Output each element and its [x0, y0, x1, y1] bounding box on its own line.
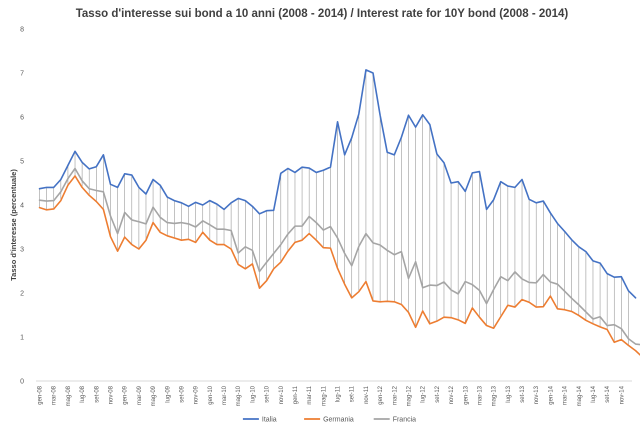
x-tick-label: nov-14: [619, 385, 625, 404]
x-tick-label: nov-09: [194, 385, 200, 404]
y-tick-label: 6: [20, 115, 24, 122]
series-line-francia: [38, 167, 640, 346]
x-tick-label: mag-12: [407, 385, 413, 406]
series-line-germania: [38, 175, 640, 356]
x-tick-label: lug-13: [506, 385, 512, 402]
x-tick-label: nov-08: [109, 385, 115, 404]
x-tick-label: lug-12: [421, 385, 427, 402]
x-tick-label: lug-10: [250, 385, 256, 402]
x-tick-label: gen-11: [293, 385, 299, 404]
x-tick-label: gen-14: [548, 385, 554, 404]
y-tick-label: 2: [20, 291, 24, 298]
legend-label-francia: Francia: [393, 417, 416, 424]
x-tick-label: mag-11: [321, 385, 327, 406]
x-tick-label: nov-12: [449, 385, 455, 404]
x-tick-label: gen-09: [123, 385, 129, 404]
x-tick-label: mag-13: [492, 385, 498, 406]
hi-lo-lines: [39, 69, 629, 346]
x-tick-label: set-10: [265, 385, 271, 402]
x-tick-label: mag-14: [577, 385, 583, 406]
y-tick-label: 5: [20, 159, 24, 166]
x-tick-label: set-13: [520, 385, 526, 402]
x-tick-label: mar-13: [477, 385, 483, 405]
x-tick-label: nov-10: [279, 385, 285, 404]
x-tick-label: set-14: [605, 385, 611, 402]
x-tick-label: gen-12: [378, 385, 384, 404]
x-tick-label: lug-09: [165, 385, 171, 402]
y-tick-label: 8: [20, 27, 24, 34]
y-tick-label: 7: [20, 71, 24, 78]
x-tick-label: mag-10: [236, 385, 242, 406]
series-lines: [38, 69, 640, 356]
x-tick-label: lug-14: [591, 385, 597, 402]
y-axis-title: Tasso d'interesse (percentuale): [9, 169, 18, 281]
y-tick-label: 4: [20, 203, 24, 210]
x-tick-label: gen-13: [463, 385, 469, 404]
x-tick-label: lug-08: [80, 385, 86, 402]
x-tick-label: mar-12: [392, 385, 398, 405]
y-tick-label: 0: [20, 379, 24, 386]
legend: Italia Germania Francia: [242, 417, 416, 424]
x-tick-label: set-12: [435, 385, 441, 402]
x-tick-label: mar-10: [222, 385, 228, 405]
x-tick-label: lug-11: [336, 385, 342, 402]
y-tick-label: 3: [20, 247, 24, 254]
chart-title: Tasso d'interesse sui bond a 10 anni (20…: [76, 8, 569, 20]
x-tick-label: set-08: [94, 385, 100, 402]
x-tick-label: mar-11: [307, 385, 313, 404]
x-tick-label: mar-09: [137, 385, 143, 405]
x-tick-label: mar-08: [52, 385, 58, 405]
x-tick-label: set-11: [350, 385, 356, 402]
axes: 0 1 2 3 4 5 6 7 8 gen-08 mar-08 mag-08 lug-08 set-08 n…: [20, 27, 632, 406]
series-line-italia: [38, 69, 637, 299]
x-tick-label: mag-09: [151, 385, 157, 406]
legend-label-germania: Germania: [323, 417, 354, 424]
x-tick-label: mar-14: [563, 385, 569, 405]
x-tick-label: gen-08: [38, 385, 44, 404]
x-tick-label: nov-11: [364, 385, 370, 404]
x-tick-label: set-09: [179, 385, 185, 402]
x-tick-label: nov-13: [534, 385, 540, 404]
legend-label-italia: Italia: [262, 417, 277, 424]
x-tick-label: gen-10: [208, 385, 214, 404]
y-tick-label: 1: [20, 335, 24, 342]
x-tick-label: mag-08: [66, 385, 72, 406]
